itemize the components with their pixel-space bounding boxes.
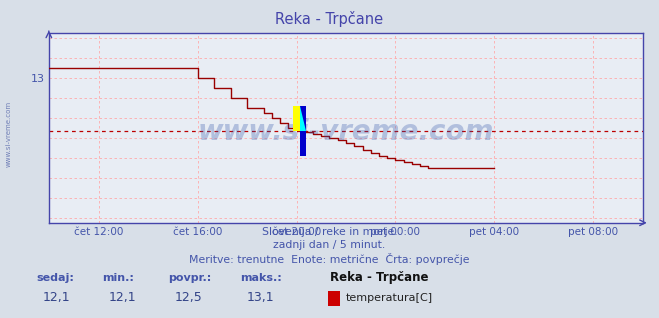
Text: sedaj:: sedaj: [36,273,74,283]
Text: Slovenija / reke in morje.: Slovenija / reke in morje. [262,227,397,237]
Text: maks.:: maks.: [241,273,282,283]
Text: povpr.:: povpr.: [168,273,212,283]
Bar [300,106,306,131]
Text: temperatura[C]: temperatura[C] [346,293,433,302]
Text: 12,1: 12,1 [109,291,136,303]
Text: 12,5: 12,5 [175,291,202,303]
Text: Reka - Trpčane: Reka - Trpčane [330,272,428,284]
Bar [293,106,300,131]
Text: zadnji dan / 5 minut.: zadnji dan / 5 minut. [273,240,386,250]
Text: 12,1: 12,1 [43,291,71,303]
Bar [300,131,306,156]
Text: Meritve: trenutne  Enote: metrične  Črta: povprečje: Meritve: trenutne Enote: metrične Črta: … [189,253,470,265]
Text: 13,1: 13,1 [247,291,275,303]
Text: www.si-vreme.com: www.si-vreme.com [198,118,494,146]
Polygon shape [293,106,300,131]
Text: min.:: min.: [102,273,134,283]
Text: Reka - Trpčane: Reka - Trpčane [275,11,384,27]
Text: www.si-vreme.com: www.si-vreme.com [5,100,11,167]
Polygon shape [300,106,306,131]
